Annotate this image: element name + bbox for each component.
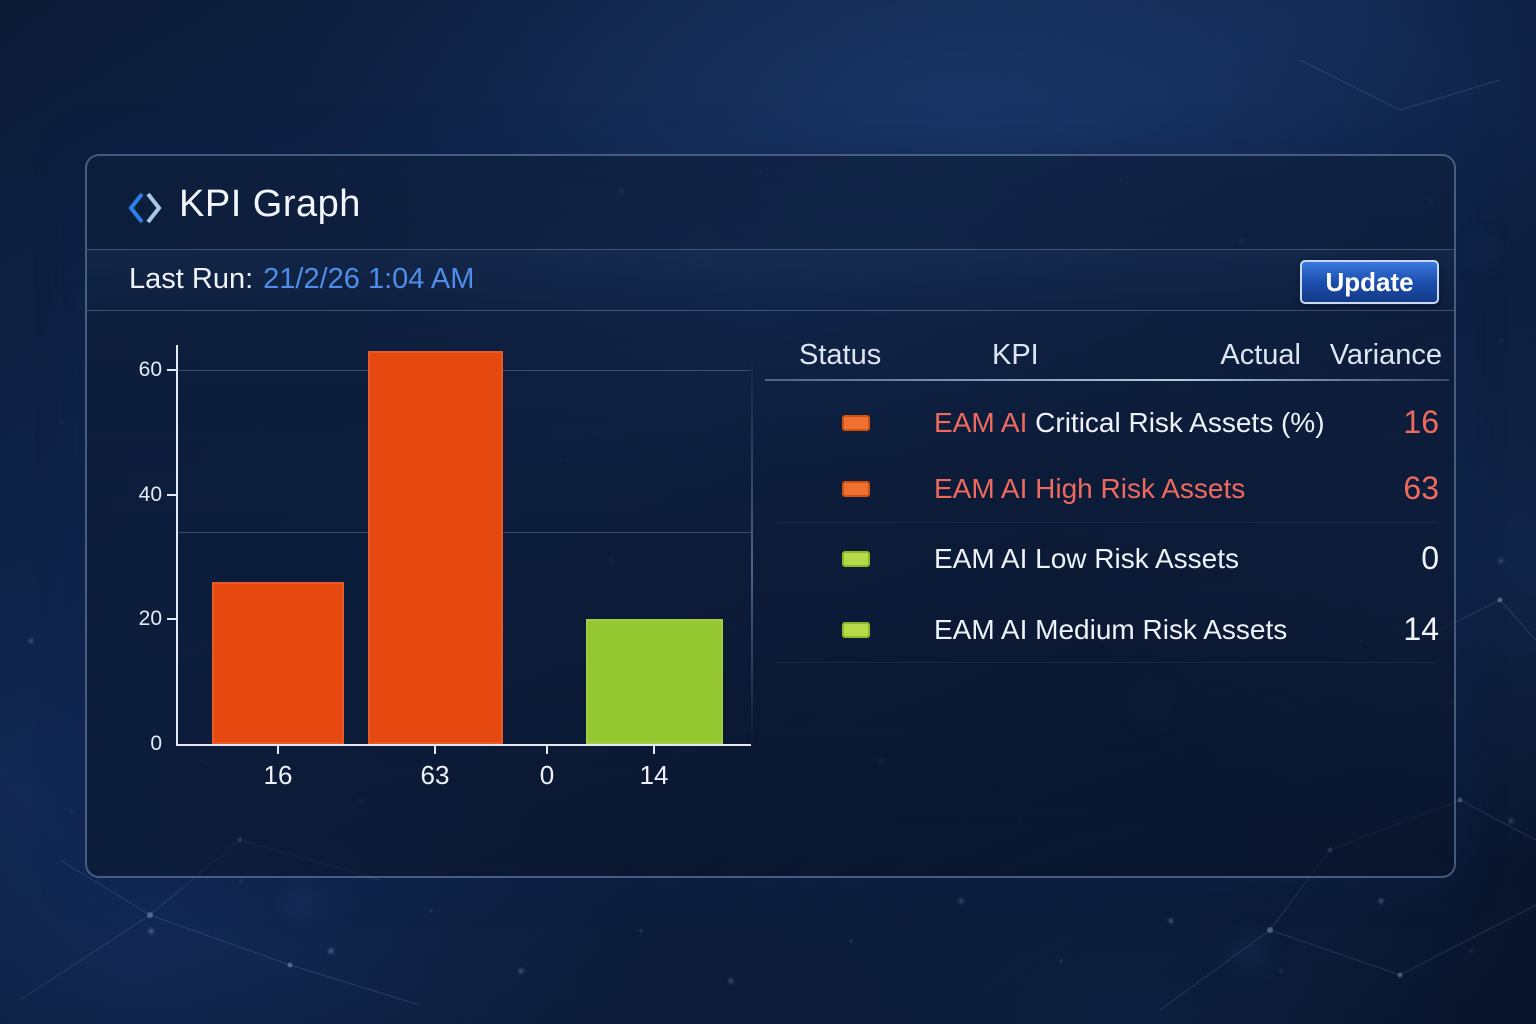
kpi-name-rest: High Risk Assets xyxy=(1035,473,1246,504)
status-indicator xyxy=(842,622,870,638)
kpi-name: EAM AI Critical Risk Assets (%) xyxy=(934,407,1325,439)
variance-value: 63 xyxy=(1403,470,1439,506)
y-axis xyxy=(176,345,178,746)
bar xyxy=(212,581,344,744)
kpi-name: EAM AI High Risk Assets xyxy=(934,473,1245,505)
x-axis-label: 63 xyxy=(420,760,450,790)
table-row[interactable]: EAM AI Critical Risk Assets (%) 16 xyxy=(87,399,1454,447)
status-indicator xyxy=(842,481,870,497)
y-axis-label: 60 xyxy=(138,357,162,381)
chart-table-divider xyxy=(751,352,753,744)
last-run-label: Last Run: xyxy=(129,263,254,295)
y-axis-tick xyxy=(167,493,176,496)
background-glow-dots xyxy=(0,0,4,4)
row-separator xyxy=(777,522,1437,523)
diamond-icon xyxy=(128,192,162,224)
kpi-name-rest: Low Risk Assets xyxy=(1035,543,1240,574)
x-axis xyxy=(176,744,751,746)
table-row[interactable]: EAM AI Medium Risk Assets 14 xyxy=(87,606,1454,654)
kpi-name-prefix: EAM AI xyxy=(934,407,1028,438)
variance-value: 16 xyxy=(1403,404,1439,440)
status-indicator xyxy=(842,415,870,431)
column-header-actual: Actual xyxy=(1220,339,1301,371)
kpi-name-prefix: EAM AI xyxy=(934,543,1028,574)
x-axis-label: 0 xyxy=(539,760,555,790)
variance-value: 0 xyxy=(1421,540,1439,576)
x-axis-tick xyxy=(277,746,279,754)
kpi-name-prefix: EAM AI xyxy=(934,614,1028,645)
toolbar-divider xyxy=(87,310,1454,311)
x-axis-label: 14 xyxy=(639,760,669,790)
y-axis-label: 20 xyxy=(138,607,162,631)
kpi-name: EAM AI Medium Risk Assets xyxy=(934,614,1287,646)
kpi-bar-chart: 0 20 40 60 16 63 0 14 xyxy=(87,156,1454,876)
kpi-name: EAM AI Low Risk Assets xyxy=(934,543,1239,575)
x-axis-tick xyxy=(434,746,436,754)
kpi-name-rest: Critical Risk Assets (%) xyxy=(1035,407,1325,438)
last-run-value: 21/2/26 1:04 AM xyxy=(263,263,475,295)
column-header-variance: Variance xyxy=(1329,339,1442,371)
y-axis-tick xyxy=(167,368,176,371)
x-axis-label: 16 xyxy=(263,760,293,790)
table-row[interactable]: EAM AI Low Risk Assets 0 xyxy=(87,535,1454,583)
kpi-name-prefix: EAM AI xyxy=(934,473,1028,504)
bar xyxy=(585,619,723,744)
kpi-name-rest: Medium Risk Assets xyxy=(1035,614,1288,645)
row-separator xyxy=(777,662,1437,663)
bar xyxy=(367,351,503,744)
header-divider xyxy=(87,249,1454,250)
kpi-graph-panel: KPI Graph Last Run: 21/2/26 1:04 AM Updat… xyxy=(85,154,1456,878)
last-run: Last Run: 21/2/26 1:04 AM xyxy=(129,263,474,296)
variance-value: 14 xyxy=(1403,611,1439,647)
table-row[interactable]: EAM AI High Risk Assets 63 xyxy=(87,465,1454,513)
column-header-kpi: KPI xyxy=(992,339,1039,371)
y-axis-label: 0 xyxy=(150,732,162,755)
column-header-status: Status xyxy=(799,339,882,371)
x-axis-tick xyxy=(546,746,548,754)
y-axis-label: 40 xyxy=(138,482,162,506)
toolbar: Last Run: 21/2/26 1:04 AM Update xyxy=(87,250,1454,310)
x-axis-tick xyxy=(653,746,655,754)
update-button[interactable]: Update xyxy=(1300,260,1439,304)
y-axis-tick xyxy=(167,618,176,621)
status-indicator xyxy=(842,551,870,567)
page-title: KPI Graph xyxy=(179,183,361,225)
table-header-divider xyxy=(765,379,1449,381)
